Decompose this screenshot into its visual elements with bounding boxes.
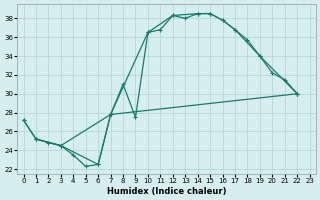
X-axis label: Humidex (Indice chaleur): Humidex (Indice chaleur)	[107, 187, 226, 196]
